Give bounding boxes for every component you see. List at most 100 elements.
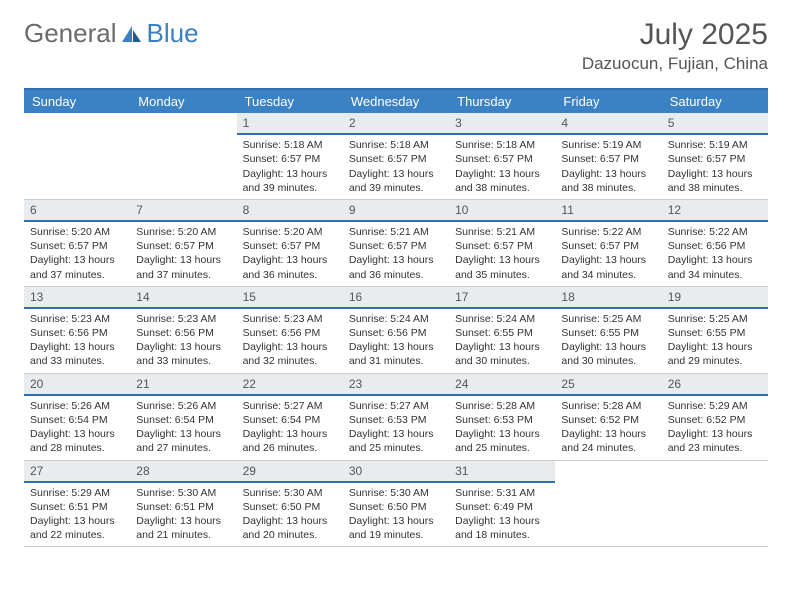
sunset-line: Sunset: 6:54 PM bbox=[30, 413, 124, 427]
calendar-day: 21Sunrise: 5:26 AMSunset: 6:54 PMDayligh… bbox=[130, 374, 236, 460]
calendar-day bbox=[662, 461, 768, 547]
sunrise-line: Sunrise: 5:24 AM bbox=[455, 312, 549, 326]
title-block: July 2025 Dazuocun, Fujian, China bbox=[582, 18, 768, 74]
sunrise-line: Sunrise: 5:22 AM bbox=[668, 225, 762, 239]
day-details: Sunrise: 5:20 AMSunset: 6:57 PMDaylight:… bbox=[237, 225, 343, 286]
day-number: 19 bbox=[662, 287, 768, 309]
sunrise-line: Sunrise: 5:19 AM bbox=[668, 138, 762, 152]
location-text: Dazuocun, Fujian, China bbox=[582, 54, 768, 74]
day-details: Sunrise: 5:20 AMSunset: 6:57 PMDaylight:… bbox=[130, 225, 236, 286]
sunrise-line: Sunrise: 5:30 AM bbox=[349, 486, 443, 500]
daylight-line: Daylight: 13 hours and 31 minutes. bbox=[349, 340, 443, 368]
sunrise-line: Sunrise: 5:22 AM bbox=[561, 225, 655, 239]
brand-text-1: General bbox=[24, 18, 117, 49]
day-details: Sunrise: 5:25 AMSunset: 6:55 PMDaylight:… bbox=[555, 312, 661, 373]
calendar-day: 24Sunrise: 5:28 AMSunset: 6:53 PMDayligh… bbox=[449, 374, 555, 460]
day-details: Sunrise: 5:29 AMSunset: 6:52 PMDaylight:… bbox=[662, 399, 768, 460]
calendar-day: 28 Sunrise: 5:30 AMSunset: 6:51 PMDayligh… bbox=[130, 461, 236, 547]
day-details: Sunrise: 5:29 AMSunset: 6:51 PMDaylight:… bbox=[24, 486, 130, 547]
sunset-line: Sunset: 6:57 PM bbox=[243, 239, 337, 253]
daylight-line: Daylight: 13 hours and 27 minutes. bbox=[136, 427, 230, 455]
day-number: 2 bbox=[343, 113, 449, 135]
sunrise-line: Sunrise: 5:25 AM bbox=[561, 312, 655, 326]
calendar-day: 30Sunrise: 5:30 AMSunset: 6:50 PMDayligh… bbox=[343, 461, 449, 547]
day-details: Sunrise: 5:27 AMSunset: 6:54 PMDaylight:… bbox=[237, 399, 343, 460]
weekday-header: Sunday bbox=[24, 90, 130, 113]
daylight-line: Daylight: 13 hours and 30 minutes. bbox=[455, 340, 549, 368]
day-number: 16 bbox=[343, 287, 449, 309]
day-number: 22 bbox=[237, 374, 343, 396]
calendar-day: 10Sunrise: 5:21 AMSunset: 6:57 PMDayligh… bbox=[449, 200, 555, 286]
day-details: Sunrise: 5:22 AMSunset: 6:57 PMDaylight:… bbox=[555, 225, 661, 286]
sunset-line: Sunset: 6:50 PM bbox=[349, 500, 443, 514]
daylight-line: Daylight: 13 hours and 33 minutes. bbox=[30, 340, 124, 368]
calendar-week: 6Sunrise: 5:20 AMSunset: 6:57 PMDaylight… bbox=[24, 200, 768, 287]
day-number: 27 bbox=[24, 461, 130, 483]
calendar-day: 18Sunrise: 5:25 AMSunset: 6:55 PMDayligh… bbox=[555, 287, 661, 373]
day-details: Sunrise: 5:23 AMSunset: 6:56 PMDaylight:… bbox=[24, 312, 130, 373]
daylight-line: Daylight: 13 hours and 29 minutes. bbox=[668, 340, 762, 368]
day-details: Sunrise: 5:30 AMSunset: 6:50 PMDaylight:… bbox=[237, 486, 343, 547]
daylight-line: Daylight: 13 hours and 38 minutes. bbox=[561, 167, 655, 195]
daylight-line: Daylight: 13 hours and 39 minutes. bbox=[243, 167, 337, 195]
day-details: Sunrise: 5:24 AMSunset: 6:55 PMDaylight:… bbox=[449, 312, 555, 373]
day-number: 31 bbox=[449, 461, 555, 483]
sunrise-line: Sunrise: 5:27 AM bbox=[349, 399, 443, 413]
daylight-line: Daylight: 13 hours and 38 minutes. bbox=[455, 167, 549, 195]
day-number: 25 bbox=[555, 374, 661, 396]
sunset-line: Sunset: 6:57 PM bbox=[561, 152, 655, 166]
day-details: Sunrise: 5:21 AMSunset: 6:57 PMDaylight:… bbox=[449, 225, 555, 286]
brand-text-2: Blue bbox=[147, 18, 199, 49]
day-number: 4 bbox=[555, 113, 661, 135]
calendar-day: 19Sunrise: 5:25 AMSunset: 6:55 PMDayligh… bbox=[662, 287, 768, 373]
day-number: 8 bbox=[237, 200, 343, 222]
calendar-day: 7Sunrise: 5:20 AMSunset: 6:57 PMDaylight… bbox=[130, 200, 236, 286]
calendar-week: 13Sunrise: 5:23 AMSunset: 6:56 PMDayligh… bbox=[24, 287, 768, 374]
sunrise-line: Sunrise: 5:29 AM bbox=[668, 399, 762, 413]
day-details: Sunrise: 5:30 AMSunset: 6:51 PMDaylight:… bbox=[130, 486, 236, 547]
calendar-day: 17Sunrise: 5:24 AMSunset: 6:55 PMDayligh… bbox=[449, 287, 555, 373]
sunrise-line: Sunrise: 5:25 AM bbox=[668, 312, 762, 326]
sunrise-line: Sunrise: 5:30 AM bbox=[243, 486, 337, 500]
sail-icon bbox=[121, 24, 143, 44]
sunrise-line: Sunrise: 5:28 AM bbox=[561, 399, 655, 413]
daylight-line: Daylight: 13 hours and 36 minutes. bbox=[243, 253, 337, 281]
sunset-line: Sunset: 6:57 PM bbox=[455, 239, 549, 253]
day-details: Sunrise: 5:24 AMSunset: 6:56 PMDaylight:… bbox=[343, 312, 449, 373]
calendar-day: 29Sunrise: 5:30 AMSunset: 6:50 PMDayligh… bbox=[237, 461, 343, 547]
calendar-day: 1Sunrise: 5:18 AMSunset: 6:57 PMDaylight… bbox=[237, 113, 343, 199]
weekday-header: Wednesday bbox=[343, 90, 449, 113]
day-number: 11 bbox=[555, 200, 661, 222]
calendar-week: 1Sunrise: 5:18 AMSunset: 6:57 PMDaylight… bbox=[24, 113, 768, 200]
sunset-line: Sunset: 6:53 PM bbox=[349, 413, 443, 427]
day-details: Sunrise: 5:23 AMSunset: 6:56 PMDaylight:… bbox=[237, 312, 343, 373]
sunset-line: Sunset: 6:49 PM bbox=[455, 500, 549, 514]
sunrise-line: Sunrise: 5:26 AM bbox=[136, 399, 230, 413]
day-number: 20 bbox=[24, 374, 130, 396]
sunset-line: Sunset: 6:57 PM bbox=[30, 239, 124, 253]
weekday-header-row: SundayMondayTuesdayWednesdayThursdayFrid… bbox=[24, 90, 768, 113]
calendar-day: 16 Sunrise: 5:24 AMSunset: 6:56 PMDayligh… bbox=[343, 287, 449, 373]
sunrise-line: Sunrise: 5:23 AM bbox=[136, 312, 230, 326]
sunrise-line: Sunrise: 5:23 AM bbox=[243, 312, 337, 326]
calendar-day bbox=[130, 113, 236, 199]
daylight-line: Daylight: 13 hours and 32 minutes. bbox=[243, 340, 337, 368]
calendar-week: 20 Sunrise: 5:26 AM Sunset: 6:54 PM Dayligh… bbox=[24, 374, 768, 461]
day-details: Sunrise: 5:31 AMSunset: 6:49 PMDaylight:… bbox=[449, 486, 555, 547]
sunset-line: Sunset: 6:51 PM bbox=[30, 500, 124, 514]
sunset-line: Sunset: 6:52 PM bbox=[668, 413, 762, 427]
day-number: 12 bbox=[662, 200, 768, 222]
day-number: 28 bbox=[130, 461, 236, 483]
calendar-day: 27 Sunrise: 5:29 AMSunset: 6:51 PMDayligh… bbox=[24, 461, 130, 547]
daylight-line: Daylight: 13 hours and 34 minutes. bbox=[668, 253, 762, 281]
sunset-line: Sunset: 6:57 PM bbox=[561, 239, 655, 253]
sunset-line: Sunset: 6:56 PM bbox=[349, 326, 443, 340]
sunset-line: Sunset: 6:56 PM bbox=[30, 326, 124, 340]
day-number: 24 bbox=[449, 374, 555, 396]
sunset-line: Sunset: 6:56 PM bbox=[243, 326, 337, 340]
day-details: Sunrise: 5:28 AMSunset: 6:52 PMDaylight:… bbox=[555, 399, 661, 460]
day-details: Sunrise: 5:23 AMSunset: 6:56 PMDaylight:… bbox=[130, 312, 236, 373]
sunrise-line: Sunrise: 5:21 AM bbox=[455, 225, 549, 239]
brand-logo: General Blue bbox=[24, 18, 199, 49]
day-number: 1 bbox=[237, 113, 343, 135]
